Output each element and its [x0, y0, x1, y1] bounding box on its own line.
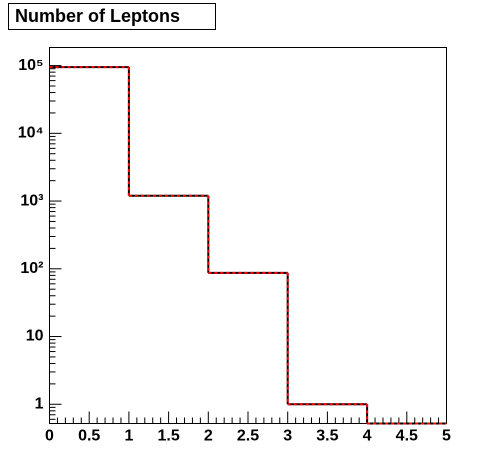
title-box: [8, 3, 216, 30]
y-tick-label: 10: [26, 328, 44, 345]
x-tick-label: 2.5: [237, 428, 259, 445]
x-tick-label: 3: [283, 428, 292, 445]
y-tick-label: 10⁴: [18, 125, 44, 142]
x-tick-label: 2: [204, 428, 213, 445]
x-tick-label: 0: [45, 428, 54, 445]
x-tick-label: 3.5: [316, 428, 338, 445]
x-tick-label: 5: [442, 428, 451, 445]
x-tick-label: 0.5: [78, 428, 100, 445]
x-tick-label: 4.5: [396, 428, 418, 445]
y-tick-label: 10²: [20, 260, 43, 277]
y-tick-label: 10³: [20, 192, 43, 209]
x-tick-label: 1.5: [157, 428, 179, 445]
x-tick-label: 4: [363, 428, 372, 445]
y-tick-label: 1: [35, 395, 44, 412]
x-tick-label: 1: [124, 428, 133, 445]
y-tick-label: 10⁵: [18, 57, 43, 74]
chart-title: Number of Leptons: [15, 6, 180, 26]
